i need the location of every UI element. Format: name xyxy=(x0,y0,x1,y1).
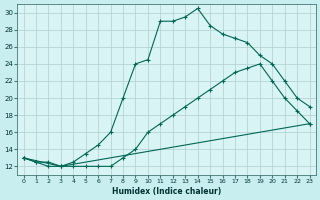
X-axis label: Humidex (Indice chaleur): Humidex (Indice chaleur) xyxy=(112,187,221,196)
